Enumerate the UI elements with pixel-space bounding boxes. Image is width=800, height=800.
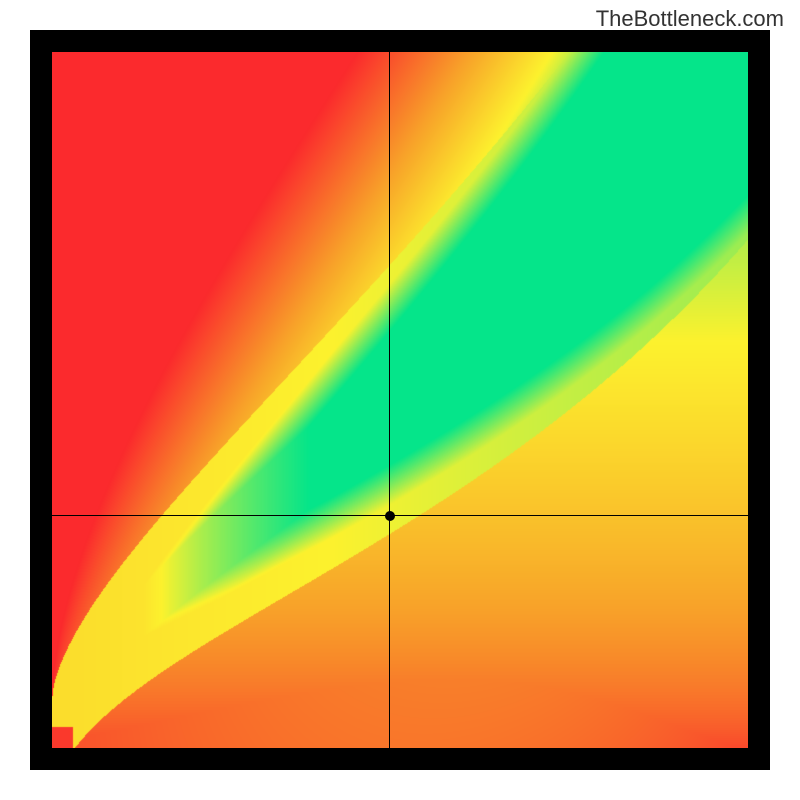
watermark-text: TheBottleneck.com xyxy=(596,6,784,32)
crosshair-horizontal xyxy=(52,515,748,516)
plot-area xyxy=(52,52,748,748)
heatmap-canvas xyxy=(52,52,748,748)
marker-dot xyxy=(385,511,395,521)
chart-container: TheBottleneck.com xyxy=(0,0,800,800)
crosshair-vertical xyxy=(389,52,390,748)
